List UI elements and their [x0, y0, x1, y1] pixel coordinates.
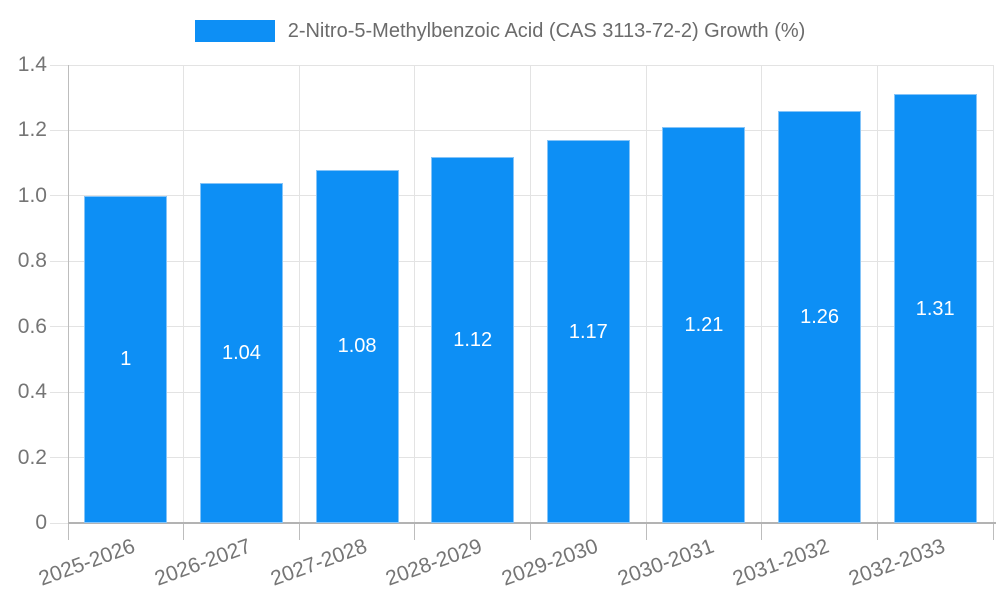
y-axis-tick	[50, 457, 68, 459]
x-axis-tick-label: 2031-2032	[729, 534, 833, 591]
bar[interactable]	[431, 156, 515, 523]
bar-value-label: 1	[120, 348, 132, 371]
x-axis-tick	[530, 523, 531, 540]
bar[interactable]	[315, 169, 399, 523]
x-axis-tick	[183, 523, 185, 540]
y-axis-tick	[50, 64, 68, 66]
bar-value-label: 1.04	[221, 341, 261, 364]
x-axis-tick-label: 2032-2033	[845, 534, 948, 591]
x-axis-tick	[761, 523, 763, 540]
bar-value-label: 1.08	[337, 335, 377, 358]
y-axis-tick	[50, 522, 68, 524]
x-axis-tick	[298, 523, 300, 540]
bar[interactable]	[662, 127, 746, 523]
x-axis-tick	[876, 523, 878, 540]
legend-swatch	[194, 20, 275, 42]
bar[interactable]	[546, 140, 630, 523]
bar[interactable]	[893, 94, 977, 523]
x-axis-tick	[645, 523, 647, 540]
bar-value-label: 1.26	[800, 305, 840, 328]
y-axis-tick	[50, 129, 68, 131]
y-axis-tick-label: 1.4	[17, 53, 47, 76]
x-gridline	[298, 65, 300, 523]
x-gridline	[992, 65, 994, 523]
bar-value-label: 1.31	[915, 297, 955, 320]
x-gridline	[530, 65, 531, 523]
y-axis-tick-label: 0.4	[17, 380, 47, 404]
y-axis-tick	[50, 391, 68, 393]
x-gridline	[645, 65, 647, 523]
bar[interactable]	[199, 182, 283, 523]
x-axis-line	[68, 522, 996, 524]
x-axis-tick-label: 2029-2030	[498, 534, 601, 591]
x-axis-tick-label: 2025-2026	[36, 534, 139, 591]
x-axis-tick	[414, 523, 416, 540]
y-axis-tick	[50, 195, 68, 197]
y-axis-tick	[50, 260, 68, 262]
y-axis-tick-label: 0.2	[17, 445, 47, 469]
bar[interactable]	[84, 195, 168, 523]
x-gridline	[183, 65, 185, 523]
x-axis-tick-label: 2028-2029	[383, 534, 486, 591]
x-gridline	[876, 65, 878, 523]
chart-legend[interactable]: 2-Nitro-5-Methylbenzoic Acid (CAS 3113-7…	[0, 17, 1000, 45]
y-axis-tick-label: 0	[35, 511, 47, 534]
x-gridline	[414, 65, 416, 523]
x-axis-tick-label: 2027-2028	[267, 534, 370, 591]
y-axis-tick-label: 0.8	[17, 249, 47, 273]
y-axis-tick-label: 1.0	[17, 183, 47, 207]
bar-value-label: 1.21	[684, 314, 724, 337]
x-axis-tick	[992, 523, 994, 540]
x-axis-tick-label: 2030-2031	[614, 534, 717, 591]
bar-value-label: 1.17	[568, 320, 608, 343]
x-axis-tick-label: 2026-2027	[151, 534, 255, 591]
x-gridline	[761, 65, 763, 523]
bar-value-label: 1.12	[453, 328, 493, 351]
y-axis-tick	[50, 326, 68, 328]
bar[interactable]	[778, 110, 862, 523]
legend-label: 2-Nitro-5-Methylbenzoic Acid (CAS 3113-7…	[287, 19, 806, 42]
y-axis-tick-label: 1.2	[17, 118, 47, 142]
y-axis-line	[67, 65, 69, 540]
y-axis-tick-label: 0.6	[17, 314, 47, 338]
